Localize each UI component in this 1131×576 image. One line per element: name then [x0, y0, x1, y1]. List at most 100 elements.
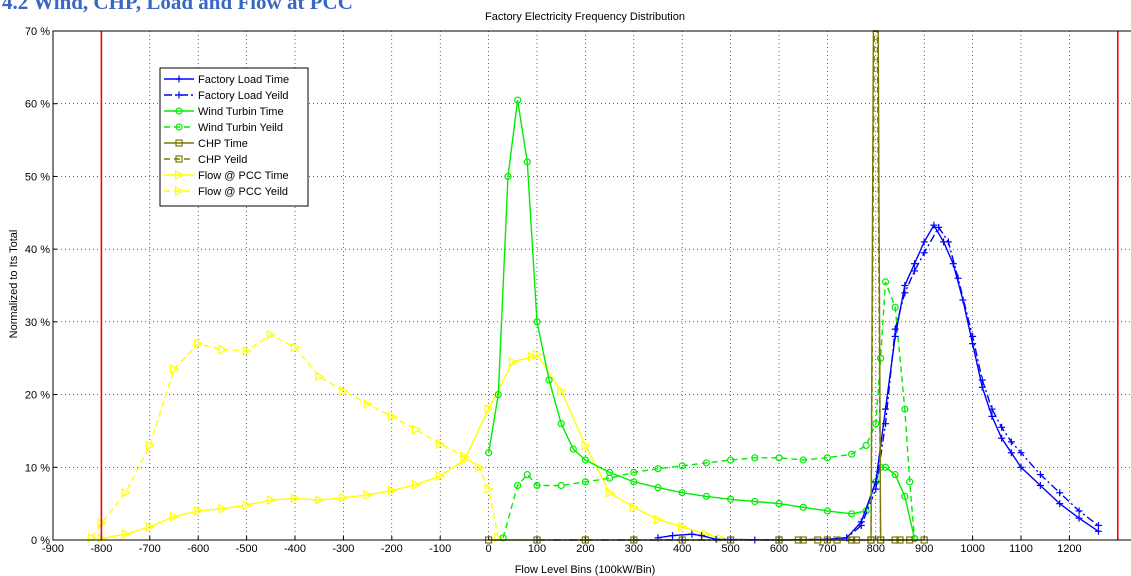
data-point [523, 470, 531, 479]
data-point [363, 399, 373, 410]
data-point [751, 497, 759, 506]
data-point [484, 404, 494, 415]
data-point [998, 434, 1006, 442]
legend-item: Wind Turbin Yeild [164, 122, 283, 134]
legend-item: CHP Time [164, 138, 248, 150]
data-point [901, 492, 909, 500]
series-wind-turbin-yeild [499, 278, 919, 543]
x-tick-label: -500 [236, 543, 258, 555]
series-line [91, 334, 499, 539]
x-tick-label: 300 [625, 543, 643, 555]
data-point [1007, 449, 1015, 457]
data-point [847, 510, 856, 518]
data-point [485, 449, 493, 457]
y-tick-label: 10 % [25, 462, 50, 474]
legend-marker [175, 75, 183, 83]
data-point [877, 354, 885, 362]
data-point [339, 492, 349, 503]
data-point [557, 385, 567, 396]
data-point [1007, 438, 1015, 446]
data-point [901, 289, 909, 297]
legend-label: Flow @ PCC Yeild [198, 186, 288, 198]
legend-marker [175, 107, 183, 115]
data-point [630, 478, 638, 486]
data-point [881, 463, 890, 471]
data-point [1036, 471, 1044, 479]
data-point [532, 349, 543, 360]
x-tick-label: 1000 [960, 543, 984, 555]
series-factory-load-yeild [533, 223, 1102, 544]
legend: Factory Load Time Factory Load Yeild Wind … [159, 67, 309, 207]
x-tick-label: 1100 [1009, 543, 1033, 555]
data-point [533, 318, 541, 326]
y-tick-label: 0 % [31, 535, 50, 547]
data-point [910, 534, 919, 543]
data-point [581, 478, 590, 486]
data-point [630, 468, 638, 476]
x-tick-label: 600 [770, 543, 788, 555]
data-point [169, 364, 180, 375]
data-point [799, 456, 807, 464]
data-point [474, 462, 485, 473]
data-point [484, 484, 494, 495]
legend-label: Flow @ PCC Time [198, 170, 289, 182]
x-tick-label: -800 [90, 543, 112, 555]
x-tick-label: -100 [429, 543, 451, 555]
legend-box [159, 67, 309, 207]
data-point [1036, 481, 1044, 489]
x-tick-label: 700 [818, 543, 836, 555]
legend-marker [175, 91, 183, 99]
data-point [436, 439, 446, 450]
data-point [872, 478, 880, 486]
legend-item: Flow @ PCC Yeild [164, 186, 288, 198]
x-tick-label: 400 [673, 543, 691, 555]
data-point [460, 451, 470, 462]
data-point [998, 423, 1006, 431]
data-point [901, 282, 909, 289]
data-point [581, 440, 591, 451]
x-tick-label: -600 [187, 543, 209, 555]
data-point [1094, 521, 1102, 529]
data-point [881, 420, 889, 428]
data-point [669, 532, 677, 540]
series-flow-pcc-yeild [87, 329, 504, 543]
data-point [978, 383, 986, 391]
data-point [523, 158, 531, 166]
data-point [387, 411, 398, 422]
data-point [499, 534, 507, 542]
legend-marker [175, 139, 183, 147]
data-point [678, 462, 686, 470]
data-point [145, 440, 156, 451]
data-point [872, 420, 880, 428]
y-tick-label: 60 % [25, 99, 50, 111]
x-tick-label: -700 [139, 543, 161, 555]
series-line [101, 353, 722, 540]
y-tick-label: 30 % [25, 317, 50, 329]
data-point [169, 511, 180, 522]
series-line [537, 225, 1099, 541]
x-tick-label: -900 [42, 543, 64, 555]
series-line [487, 99, 916, 539]
data-point [494, 390, 502, 399]
data-point [315, 495, 325, 506]
data-point [653, 514, 664, 525]
y-tick-label: 70 % [25, 26, 50, 38]
data-point [712, 535, 720, 543]
data-point [862, 441, 870, 450]
data-point [799, 503, 807, 511]
y-tick-label: 50 % [25, 171, 50, 183]
data-point [702, 459, 711, 467]
data-point [1017, 463, 1025, 471]
chart-title: Factory Electricity Frequency Distributi… [485, 11, 685, 23]
data-point [872, 485, 880, 493]
data-point [121, 529, 131, 540]
data-point [891, 325, 899, 333]
data-point [654, 484, 662, 492]
legend-item: Wind Turbin Time [164, 106, 284, 118]
data-point [906, 478, 914, 486]
x-tick-label: 0 [486, 543, 492, 555]
data-point [891, 470, 899, 479]
x-tick-label: 1200 [1057, 543, 1081, 555]
data-point [654, 465, 662, 473]
